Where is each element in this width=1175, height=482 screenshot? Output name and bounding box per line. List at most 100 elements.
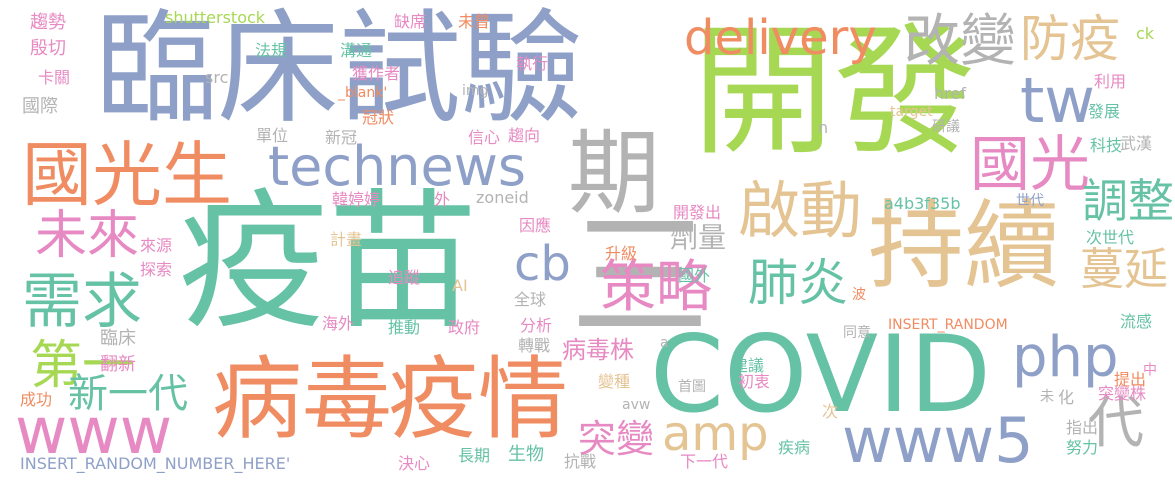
word-68: 追蹤 — [388, 268, 421, 287]
word-102: 流感 — [1120, 312, 1153, 331]
word-36: 卡關 — [38, 68, 71, 87]
word-2: 疫苗 — [178, 176, 479, 350]
word-35: 殷切 — [30, 38, 66, 59]
word-37: 國際 — [22, 96, 58, 117]
word-67: AI — [452, 276, 468, 295]
word-91: href — [934, 84, 966, 103]
word-73: 變種 — [598, 372, 631, 391]
word-98: 利用 — [1094, 72, 1127, 91]
word-96: 武漢 — [1120, 134, 1153, 153]
word-82: 建議 — [732, 356, 765, 375]
word-3: COVID — [650, 313, 991, 436]
word-9: 國光生 — [22, 134, 232, 216]
word-34: 趨勢 — [30, 12, 66, 33]
word-43: 海外 — [322, 314, 355, 333]
word-90: 次世代 — [1086, 228, 1135, 247]
word-41: 來源 — [140, 236, 173, 255]
word-12: delivery — [684, 10, 877, 66]
word-14: 防疫 — [1020, 10, 1120, 68]
word-105: 突變株 — [1098, 384, 1147, 403]
word-109: 指出 — [1066, 418, 1099, 437]
word-50: 未曾 — [458, 12, 491, 31]
word-31: 病毒株 — [562, 336, 634, 364]
word-86: INSERT_RANDOM — [888, 317, 1008, 333]
word-93: 研議 — [932, 119, 960, 135]
word-84: 疾病 — [778, 438, 811, 457]
word-44: shutterstock — [165, 8, 266, 27]
word-89: 世代 — [1016, 193, 1044, 209]
word-110: 努力 — [1066, 438, 1099, 457]
word-25: www5 — [842, 404, 1034, 477]
word-49: 獲作者 — [352, 64, 401, 83]
word-32: 代 — [1088, 391, 1144, 456]
word-47: 溝通 — [340, 41, 373, 60]
word-65: 國外 — [678, 266, 711, 285]
word-71: 分析 — [520, 316, 553, 335]
word-20: 需求 — [22, 267, 142, 337]
word-40: 成功 — [20, 390, 53, 409]
word-51: 執行 — [516, 54, 549, 73]
word-99: ck — [1136, 24, 1155, 43]
word-16: 啟動 — [738, 174, 863, 247]
word-0: 臨床試驗 — [95, 0, 583, 140]
word-19: 肺炎 — [748, 254, 848, 312]
word-63: 計畫 — [330, 230, 363, 249]
word-72: 轉戰 — [518, 336, 551, 355]
word-66: 全球 — [514, 290, 547, 309]
word-94: 發展 — [1088, 102, 1121, 121]
word-39: 翻新 — [100, 354, 136, 375]
word-95: 科技 — [1090, 136, 1123, 155]
word-4: 持續 — [868, 190, 1060, 302]
word-80: 首圖 — [678, 379, 706, 395]
word-38: 臨床 — [100, 328, 136, 349]
word-64: 升級 — [605, 244, 638, 263]
word-100: 波 — [852, 287, 866, 303]
word-87: a4b3f35b — [884, 194, 961, 213]
word-48: 缺席 — [394, 12, 427, 31]
word-85: INSERT_RANDOM_NUMBER_HERE' — [20, 454, 291, 473]
word-103: 中 — [1141, 362, 1157, 376]
word-30: 突變 — [578, 417, 655, 461]
word-52: _blank' — [338, 85, 388, 101]
word-33: 劑量 — [670, 221, 727, 254]
word-58: 趨向 — [508, 126, 541, 145]
word-57: 信心 — [468, 128, 501, 147]
word-54: 冠狀 — [362, 108, 395, 127]
word-17: 調整 — [1082, 174, 1174, 228]
word-13: 改變 — [904, 9, 1016, 74]
word-53: img — [462, 83, 489, 99]
word-75: avw — [622, 397, 651, 413]
word-27: php — [1012, 325, 1119, 390]
word-62: 因應 — [519, 216, 552, 235]
word-69: 推動 — [388, 318, 421, 337]
word-15: tw — [1020, 64, 1096, 137]
word-78: 長期 — [458, 446, 491, 465]
word-29: 新一代 — [68, 371, 188, 417]
word-1: 開發 — [692, 10, 976, 175]
word-18: 策略 — [600, 255, 712, 320]
word-28: 第一 — [30, 336, 135, 396]
word-81: 初衷 — [738, 372, 771, 391]
word-21: 未來 — [35, 206, 140, 266]
word-92: n — [818, 118, 829, 137]
word-56: 新冠 — [325, 128, 358, 147]
word-8: technews — [268, 135, 527, 198]
word-45: src — [205, 68, 229, 87]
word-101: 同意 — [843, 325, 871, 341]
word-74: a — [660, 335, 669, 351]
word-6: 疫情 — [388, 347, 568, 452]
word-46: 法規 — [255, 41, 288, 60]
word-10: 國光 — [970, 130, 1090, 200]
word-97: target — [890, 104, 933, 120]
word-107: 未 — [1040, 389, 1054, 405]
word-104: 提出 — [1114, 370, 1147, 389]
word-108: 化 — [1058, 388, 1075, 407]
word-106: 次 — [822, 402, 839, 421]
word-60: 外 — [434, 190, 451, 209]
word-11: 三 — [570, 196, 711, 359]
word-77: 生物 — [508, 444, 544, 465]
word-79: 決心 — [398, 454, 431, 473]
word-5: 病毒 — [212, 347, 392, 452]
word-70: 政府 — [448, 318, 481, 337]
